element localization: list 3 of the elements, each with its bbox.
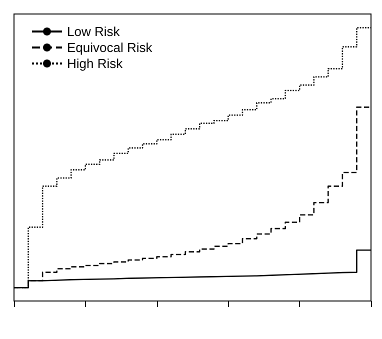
legend-label: High Risk: [67, 56, 124, 71]
legend-label: Equivocal Risk: [67, 40, 153, 55]
legend-label: Low Risk: [67, 24, 120, 39]
